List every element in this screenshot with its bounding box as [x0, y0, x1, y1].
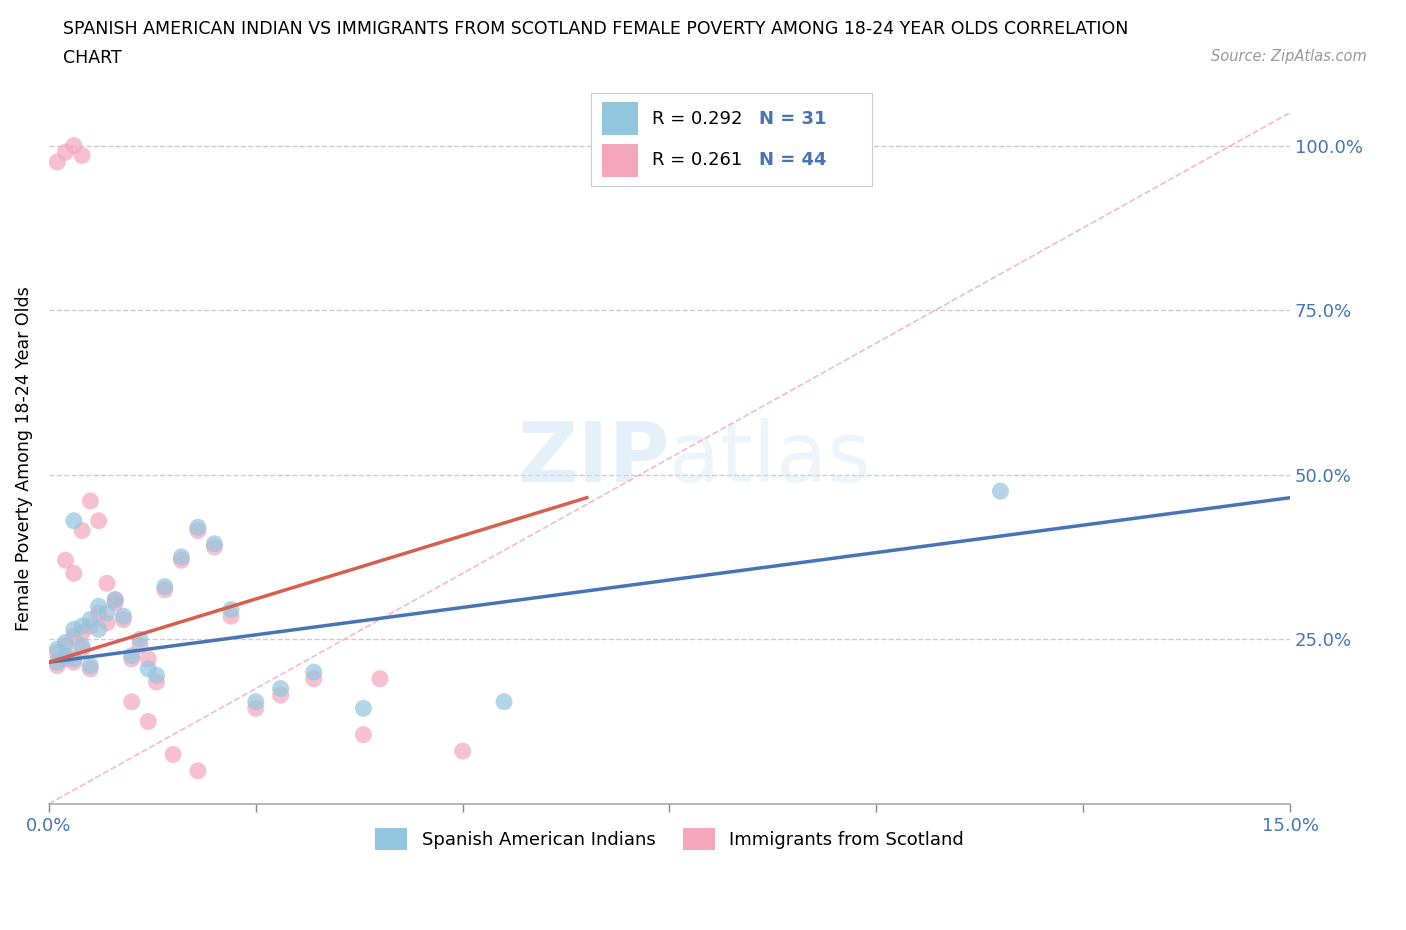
Point [79, 612, 101, 627]
Point [112, 612, 135, 627]
Point [245, 701, 267, 716]
Point [70, 638, 93, 653]
Point [136, 661, 159, 676]
Point [245, 695, 267, 710]
Text: N = 31: N = 31 [759, 110, 827, 127]
Point [219, 602, 242, 617]
Point [129, 631, 152, 646]
Point [121, 695, 143, 710]
Point [129, 638, 152, 653]
Point [70, 642, 93, 657]
Point [62, 566, 84, 581]
Point [87, 599, 110, 614]
Point [121, 648, 143, 663]
Text: SPANISH AMERICAN INDIAN VS IMMIGRANTS FROM SCOTLAND FEMALE POVERTY AMONG 18-24 Y: SPANISH AMERICAN INDIAN VS IMMIGRANTS FR… [63, 20, 1129, 38]
Legend: Spanish American Indians, Immigrants from Scotland: Spanish American Indians, Immigrants fro… [367, 820, 972, 857]
Point [104, 592, 127, 607]
Point [70, 148, 93, 163]
Point [121, 652, 143, 667]
Point [70, 524, 93, 538]
Point [55, 552, 77, 567]
Bar [602, 102, 638, 135]
Point [55, 145, 77, 160]
Point [451, 744, 474, 759]
Point [492, 695, 515, 710]
Point [204, 537, 226, 551]
Point [79, 494, 101, 509]
Point [104, 592, 127, 607]
Point [112, 609, 135, 624]
Point [270, 681, 292, 696]
Text: Source: ZipAtlas.com: Source: ZipAtlas.com [1211, 49, 1367, 64]
Point [302, 671, 325, 686]
Point [219, 609, 242, 624]
Point [96, 605, 118, 620]
Point [46, 154, 69, 169]
Point [55, 652, 77, 667]
Point [62, 652, 84, 667]
Point [62, 622, 84, 637]
Point [96, 616, 118, 631]
Point [46, 644, 69, 659]
Point [187, 520, 209, 535]
Point [170, 552, 193, 567]
Point [352, 727, 374, 742]
Point [70, 625, 93, 640]
Point [62, 513, 84, 528]
Point [62, 139, 84, 153]
Point [170, 550, 193, 565]
Point [162, 747, 184, 762]
Point [55, 648, 77, 663]
Point [204, 539, 226, 554]
Point [990, 484, 1012, 498]
Point [79, 661, 101, 676]
Point [136, 652, 159, 667]
Text: atlas: atlas [669, 418, 872, 498]
Text: CHART: CHART [63, 49, 122, 67]
Y-axis label: Female Poverty Among 18-24 Year Olds: Female Poverty Among 18-24 Year Olds [15, 286, 32, 631]
Point [153, 579, 176, 594]
Point [87, 513, 110, 528]
Point [136, 714, 159, 729]
Point [153, 582, 176, 597]
Point [79, 618, 101, 633]
Point [62, 629, 84, 644]
Point [187, 524, 209, 538]
Bar [602, 144, 638, 177]
Point [46, 658, 69, 673]
Point [187, 764, 209, 778]
Point [368, 671, 391, 686]
Text: N = 44: N = 44 [759, 152, 827, 169]
Point [55, 638, 77, 653]
Point [70, 618, 93, 633]
Text: R = 0.261: R = 0.261 [652, 152, 742, 169]
Text: R = 0.292: R = 0.292 [652, 110, 742, 127]
Point [96, 576, 118, 591]
Point [104, 595, 127, 610]
Point [46, 642, 69, 657]
Point [270, 687, 292, 702]
Point [302, 665, 325, 680]
Point [145, 674, 167, 689]
Point [145, 668, 167, 683]
Point [79, 658, 101, 673]
Point [87, 605, 110, 620]
Point [87, 622, 110, 637]
Text: ZIP: ZIP [517, 418, 669, 498]
Point [62, 655, 84, 670]
Point [55, 635, 77, 650]
Point [46, 655, 69, 670]
Point [352, 701, 374, 716]
